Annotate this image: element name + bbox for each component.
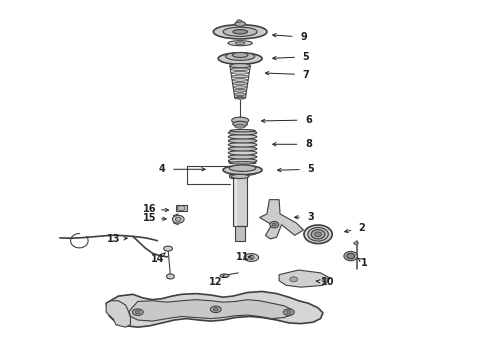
Ellipse shape bbox=[270, 221, 279, 228]
Ellipse shape bbox=[232, 75, 248, 78]
Ellipse shape bbox=[272, 223, 276, 226]
Text: 14: 14 bbox=[150, 254, 164, 264]
Ellipse shape bbox=[220, 274, 229, 278]
Ellipse shape bbox=[237, 20, 242, 22]
Ellipse shape bbox=[225, 53, 255, 60]
Ellipse shape bbox=[235, 42, 245, 44]
Ellipse shape bbox=[311, 230, 325, 239]
Text: 9: 9 bbox=[300, 32, 307, 42]
Text: 7: 7 bbox=[302, 69, 309, 80]
Ellipse shape bbox=[248, 255, 254, 260]
Ellipse shape bbox=[172, 215, 184, 223]
Ellipse shape bbox=[344, 251, 358, 261]
Polygon shape bbox=[235, 176, 237, 226]
Ellipse shape bbox=[234, 89, 246, 92]
Ellipse shape bbox=[233, 82, 247, 85]
Ellipse shape bbox=[235, 96, 245, 99]
Ellipse shape bbox=[322, 278, 329, 282]
Text: 4: 4 bbox=[159, 164, 166, 174]
Text: 6: 6 bbox=[305, 115, 312, 125]
Text: 10: 10 bbox=[321, 277, 335, 287]
Ellipse shape bbox=[232, 78, 248, 81]
Ellipse shape bbox=[229, 165, 256, 171]
Ellipse shape bbox=[164, 246, 172, 251]
Ellipse shape bbox=[233, 121, 247, 127]
Ellipse shape bbox=[218, 53, 262, 64]
Ellipse shape bbox=[213, 24, 267, 39]
Ellipse shape bbox=[167, 274, 174, 279]
Ellipse shape bbox=[235, 125, 245, 128]
Ellipse shape bbox=[235, 21, 245, 26]
Ellipse shape bbox=[228, 147, 257, 151]
Ellipse shape bbox=[228, 135, 257, 139]
Ellipse shape bbox=[210, 306, 221, 312]
Ellipse shape bbox=[228, 139, 257, 143]
Ellipse shape bbox=[228, 143, 257, 147]
Text: 5: 5 bbox=[302, 52, 309, 62]
Ellipse shape bbox=[223, 27, 257, 36]
Ellipse shape bbox=[223, 165, 262, 175]
Ellipse shape bbox=[228, 41, 252, 46]
Text: 12: 12 bbox=[209, 277, 222, 287]
Ellipse shape bbox=[244, 253, 259, 261]
Ellipse shape bbox=[234, 93, 246, 96]
Ellipse shape bbox=[227, 60, 253, 64]
Ellipse shape bbox=[230, 64, 250, 67]
Ellipse shape bbox=[177, 206, 185, 211]
Text: 11: 11 bbox=[236, 252, 249, 262]
Ellipse shape bbox=[213, 308, 218, 311]
Polygon shape bbox=[260, 200, 303, 239]
Text: 8: 8 bbox=[305, 139, 312, 149]
Ellipse shape bbox=[315, 232, 321, 237]
Ellipse shape bbox=[135, 311, 140, 314]
Ellipse shape bbox=[284, 309, 294, 315]
Polygon shape bbox=[106, 292, 323, 327]
Text: 5: 5 bbox=[307, 164, 314, 174]
Ellipse shape bbox=[232, 53, 248, 58]
Text: 15: 15 bbox=[143, 213, 157, 223]
Polygon shape bbox=[106, 301, 130, 327]
Ellipse shape bbox=[231, 72, 249, 74]
Ellipse shape bbox=[233, 86, 247, 89]
Polygon shape bbox=[235, 226, 245, 241]
Ellipse shape bbox=[308, 228, 328, 241]
Polygon shape bbox=[176, 205, 187, 211]
Ellipse shape bbox=[231, 68, 249, 71]
Text: 2: 2 bbox=[359, 223, 366, 233]
Polygon shape bbox=[279, 270, 330, 287]
Text: 16: 16 bbox=[143, 204, 157, 214]
Ellipse shape bbox=[354, 242, 359, 245]
Polygon shape bbox=[233, 176, 247, 226]
Ellipse shape bbox=[347, 253, 355, 259]
Ellipse shape bbox=[287, 311, 291, 314]
Ellipse shape bbox=[228, 170, 257, 176]
Ellipse shape bbox=[233, 30, 247, 34]
Ellipse shape bbox=[228, 150, 257, 155]
Ellipse shape bbox=[230, 130, 255, 132]
Ellipse shape bbox=[231, 174, 249, 179]
Ellipse shape bbox=[228, 131, 257, 135]
Ellipse shape bbox=[228, 154, 257, 159]
Ellipse shape bbox=[132, 309, 143, 315]
Ellipse shape bbox=[175, 217, 181, 221]
Ellipse shape bbox=[232, 117, 248, 123]
Text: 3: 3 bbox=[307, 212, 314, 222]
Text: 13: 13 bbox=[107, 234, 120, 244]
Text: 1: 1 bbox=[361, 258, 368, 268]
Ellipse shape bbox=[229, 174, 236, 179]
Ellipse shape bbox=[290, 277, 297, 282]
Ellipse shape bbox=[229, 162, 256, 164]
Ellipse shape bbox=[304, 225, 332, 244]
Ellipse shape bbox=[228, 159, 257, 163]
Ellipse shape bbox=[230, 64, 250, 68]
Polygon shape bbox=[129, 300, 291, 321]
